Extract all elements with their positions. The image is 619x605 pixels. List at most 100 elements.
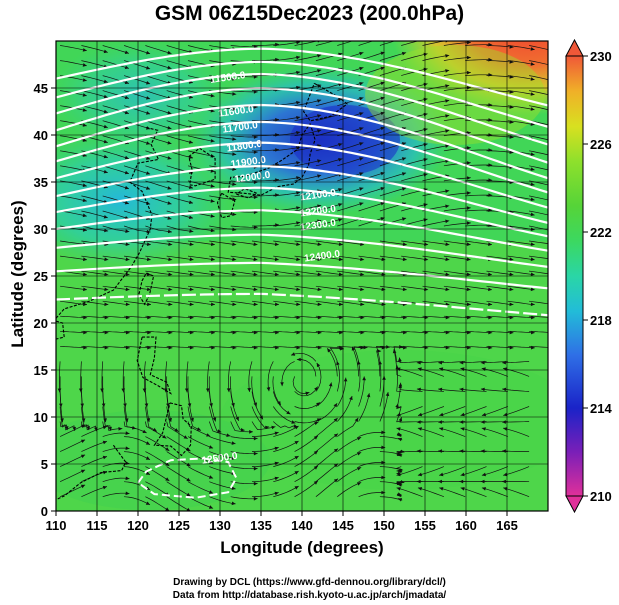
streamline-arrow xyxy=(146,81,151,85)
streamline xyxy=(166,195,194,204)
streamline xyxy=(337,417,359,437)
streamline xyxy=(81,300,109,305)
streamline xyxy=(357,360,361,392)
streamline-arrow xyxy=(211,302,215,307)
streamline xyxy=(416,388,444,392)
streamline xyxy=(251,391,264,420)
streamline xyxy=(273,161,301,167)
streamline xyxy=(230,300,258,305)
streamline-arrow xyxy=(186,507,191,511)
streamline xyxy=(465,240,493,246)
streamline xyxy=(252,194,280,197)
x-tick-label: 135 xyxy=(250,518,272,533)
streamline xyxy=(123,105,151,115)
colorbar-tick-label: 222 xyxy=(590,225,612,240)
coastline xyxy=(153,402,192,457)
streamline-arrow xyxy=(104,257,109,262)
streamline xyxy=(529,60,548,65)
streamline xyxy=(315,362,322,392)
streamline-arrow xyxy=(274,476,279,481)
streamline-arrow xyxy=(235,416,239,421)
streamline-arrow xyxy=(314,421,319,426)
streamline xyxy=(123,60,151,70)
streamline xyxy=(187,481,214,494)
streamline xyxy=(358,81,385,91)
streamline xyxy=(124,255,151,261)
streamline xyxy=(358,270,386,276)
streamline xyxy=(393,346,403,363)
streamline xyxy=(529,300,548,305)
streamline xyxy=(251,447,279,452)
streamline xyxy=(379,330,407,334)
streamline xyxy=(272,391,291,415)
colorbar-bottom-arrow xyxy=(565,495,584,514)
streamline-arrow xyxy=(480,420,485,424)
contour-label: 12200.0 xyxy=(299,203,337,219)
streamline-arrow xyxy=(438,360,442,365)
streamline-arrow xyxy=(231,456,236,460)
streamline xyxy=(465,224,493,227)
streamline xyxy=(486,330,514,334)
streamline xyxy=(209,451,236,460)
streamline-arrow xyxy=(206,388,210,393)
streamline-arrow xyxy=(401,51,407,56)
streamline xyxy=(251,376,257,407)
streamline-arrow xyxy=(147,302,151,307)
streamline xyxy=(379,345,407,349)
height-contour-tropical xyxy=(137,457,238,499)
streamline xyxy=(358,202,385,212)
streamline xyxy=(503,406,530,416)
streamline xyxy=(102,165,130,175)
streamline-arrow xyxy=(103,79,108,84)
streamline xyxy=(315,300,343,305)
streamline xyxy=(460,406,487,416)
streamline-arrow xyxy=(445,242,450,246)
streamline-arrow xyxy=(210,108,215,113)
streamline-arrow xyxy=(274,431,279,436)
streamline xyxy=(337,300,365,305)
streamline xyxy=(251,240,279,246)
streamline xyxy=(358,431,386,437)
streamline xyxy=(209,255,237,261)
streamline xyxy=(102,45,130,54)
streamline xyxy=(465,315,493,319)
streamline-arrow xyxy=(81,418,86,423)
streamline-arrow xyxy=(360,287,365,292)
streamline xyxy=(228,361,232,393)
streamline xyxy=(59,421,76,431)
streamline-arrow xyxy=(212,417,217,422)
streamline xyxy=(401,345,429,349)
streamline-arrow xyxy=(296,221,301,225)
streamline xyxy=(401,173,428,182)
streamline-arrow xyxy=(80,439,86,443)
y-tick-label: 20 xyxy=(34,316,48,331)
streamline-arrow xyxy=(359,37,363,41)
streamline-arrow xyxy=(124,418,129,423)
streamline-arrow xyxy=(380,51,385,56)
streamline-arrow xyxy=(466,41,471,45)
streamline-arrow xyxy=(423,112,428,117)
streamline-arrow xyxy=(72,426,76,431)
streamline-arrow xyxy=(274,446,279,451)
streamline-arrow xyxy=(552,288,556,292)
streamline-arrow xyxy=(530,152,535,156)
streamline xyxy=(166,240,194,246)
streamline xyxy=(439,367,466,377)
streamline xyxy=(481,487,508,498)
streamline xyxy=(438,361,466,364)
streamline xyxy=(230,451,258,455)
streamline xyxy=(102,300,130,305)
streamline-arrow xyxy=(423,127,428,132)
streamline-arrow xyxy=(80,484,86,489)
streamline xyxy=(315,203,343,212)
streamline-arrow xyxy=(103,124,108,129)
streamline xyxy=(145,105,172,115)
streamline xyxy=(351,346,359,377)
streamline xyxy=(292,376,310,394)
streamline-arrow xyxy=(59,403,63,408)
streamline-arrow xyxy=(253,150,258,154)
streamline xyxy=(81,406,90,431)
streamline xyxy=(81,456,108,467)
streamline-arrow xyxy=(144,403,149,408)
streamline xyxy=(251,406,270,428)
